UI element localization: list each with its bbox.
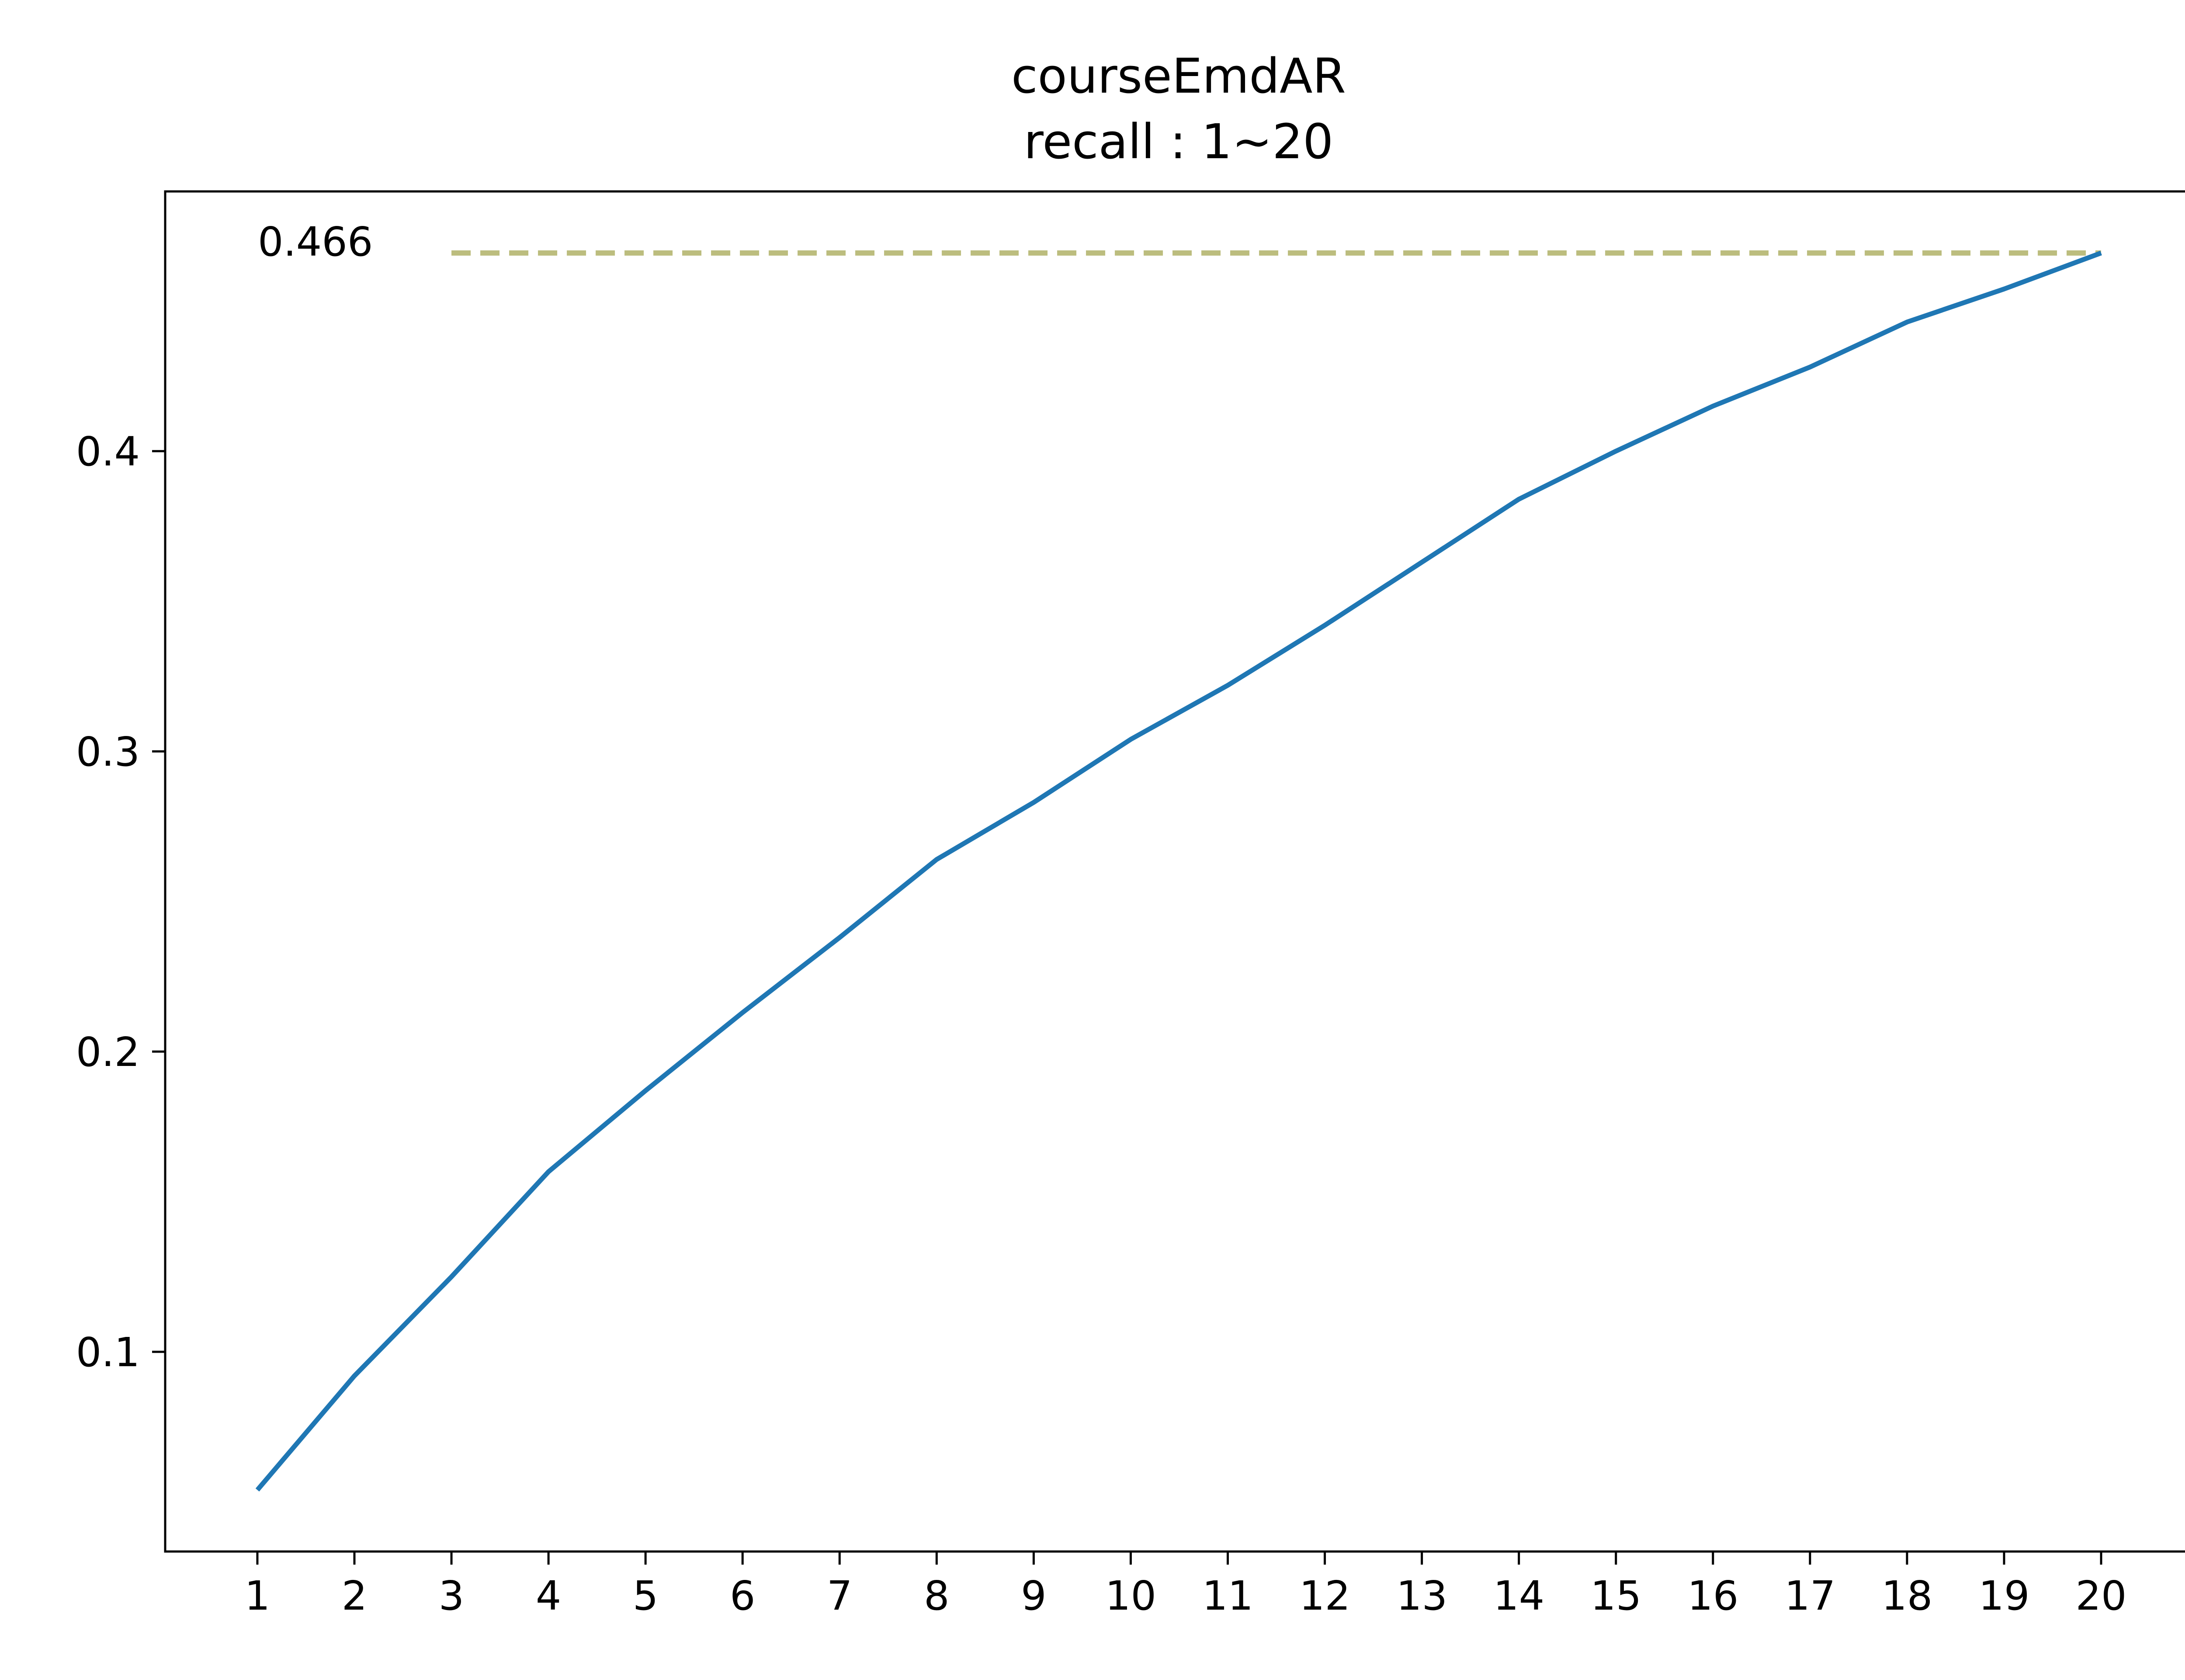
x-tick-label: 14	[1493, 1572, 1544, 1619]
x-tick-label: 19	[1978, 1572, 2029, 1619]
y-axis-ticks: 0.1 0.2 0.3 0.4	[76, 428, 165, 1376]
data-point	[936, 859, 937, 860]
chart-title: courseEmdAR	[1011, 48, 1346, 104]
x-tick-label: 18	[1881, 1572, 1932, 1619]
y-tick-label: 0.1	[76, 1329, 140, 1376]
x-tick-label: 20	[2076, 1572, 2127, 1619]
data-point	[1907, 322, 1908, 323]
x-tick-label: 11	[1202, 1572, 1253, 1619]
x-tick-label: 4	[536, 1572, 562, 1619]
x-tick-label: 15	[1590, 1572, 1641, 1619]
data-point	[2004, 288, 2005, 289]
chart-subtitle: recall : 1~20	[1024, 114, 1334, 170]
data-point	[257, 1489, 258, 1490]
x-axis-ticks: 1 2 3 4 5 6 7 8 9 10 11 12 13 14 15 16 17 18 19 20	[245, 1552, 2127, 1619]
data-point	[1033, 802, 1034, 803]
data-point	[548, 1171, 549, 1172]
x-tick-label: 9	[1021, 1572, 1047, 1619]
data-point	[451, 1276, 452, 1277]
data-point	[742, 1012, 743, 1013]
x-tick-label: 7	[827, 1572, 853, 1619]
x-tick-label: 13	[1396, 1572, 1447, 1619]
x-tick-label: 17	[1784, 1572, 1835, 1619]
x-tick-label: 1	[245, 1572, 271, 1619]
data-point	[645, 1090, 646, 1091]
data-point	[354, 1375, 355, 1376]
x-tick-label: 2	[342, 1572, 368, 1619]
y-tick-label: 0.2	[76, 1029, 140, 1076]
data-point	[839, 937, 840, 938]
x-tick-label: 6	[730, 1572, 756, 1619]
y-tick-label: 0.3	[76, 729, 140, 775]
series-line	[255, 250, 2102, 1492]
x-tick-label: 5	[633, 1572, 659, 1619]
x-tick-label: 8	[924, 1572, 950, 1619]
x-tick-label: 16	[1687, 1572, 1738, 1619]
x-tick-label: 12	[1299, 1572, 1350, 1619]
max-value-label: 0.466	[258, 219, 373, 265]
data-point	[1130, 739, 1131, 740]
y-tick-label: 0.4	[76, 428, 140, 475]
plot-area-frame	[164, 190, 2185, 1553]
x-tick-label: 3	[439, 1572, 465, 1619]
x-tick-label: 10	[1105, 1572, 1156, 1619]
